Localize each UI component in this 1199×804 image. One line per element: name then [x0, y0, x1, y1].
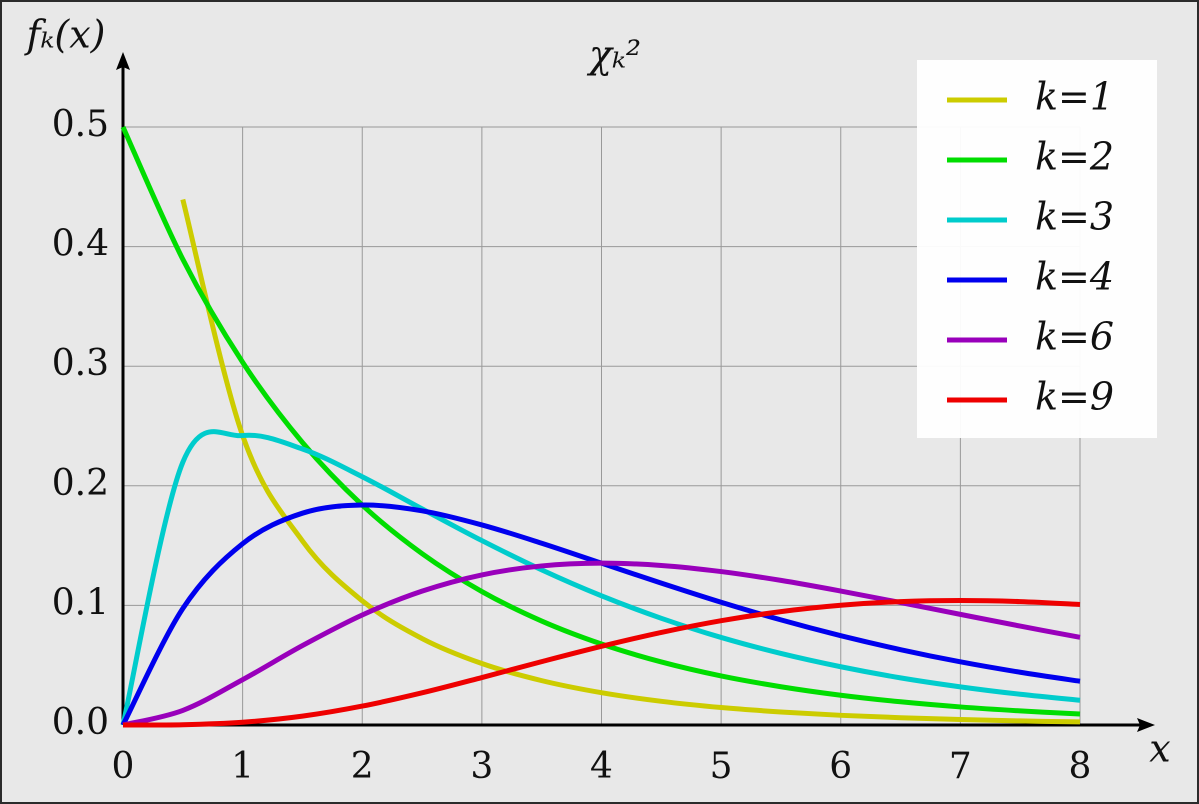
series-line	[120, 502, 1081, 727]
legend-label: k=3	[1035, 195, 1114, 239]
series-line	[122, 560, 1081, 728]
y-tick-label: 0.5	[52, 104, 109, 145]
x-tick-label: 6	[829, 746, 852, 787]
x-tick-label: 4	[590, 746, 613, 787]
x-tick-label: 8	[1069, 746, 1092, 787]
y-axis-label: fₖ(x)	[23, 13, 105, 57]
x-tick-label: 1	[231, 746, 254, 787]
x-tick-label: 7	[949, 746, 972, 787]
y-tick-label: 0.4	[52, 224, 109, 265]
chart-title: χₖ²	[586, 33, 641, 77]
x-axis-label: x	[1149, 727, 1170, 771]
y-tick-label: 0.0	[52, 702, 109, 743]
legend: k=1 k=2 k=3 k=4 k=6 k=9	[917, 60, 1157, 438]
legend-label: k=2	[1035, 135, 1114, 179]
series-line	[122, 597, 1081, 728]
y-tick-label: 0.2	[52, 463, 109, 504]
x-tick-label: 2	[351, 746, 374, 787]
x-axis-arrow	[1137, 718, 1155, 732]
legend-label: k=9	[1035, 375, 1114, 419]
x-tick-label: 5	[710, 746, 733, 787]
y-axis-arrow	[116, 52, 130, 70]
legend-box	[917, 60, 1157, 438]
legend-label: k=1	[1035, 75, 1114, 119]
y-tick-label: 0.3	[52, 343, 109, 384]
y-tick-label: 0.1	[52, 582, 109, 623]
legend-label: k=4	[1035, 255, 1114, 299]
legend-label: k=6	[1035, 315, 1114, 359]
x-tick-label: 0	[112, 746, 135, 787]
series-line	[120, 125, 1081, 717]
series-line	[120, 429, 1081, 726]
x-tick-label: 3	[470, 746, 493, 787]
